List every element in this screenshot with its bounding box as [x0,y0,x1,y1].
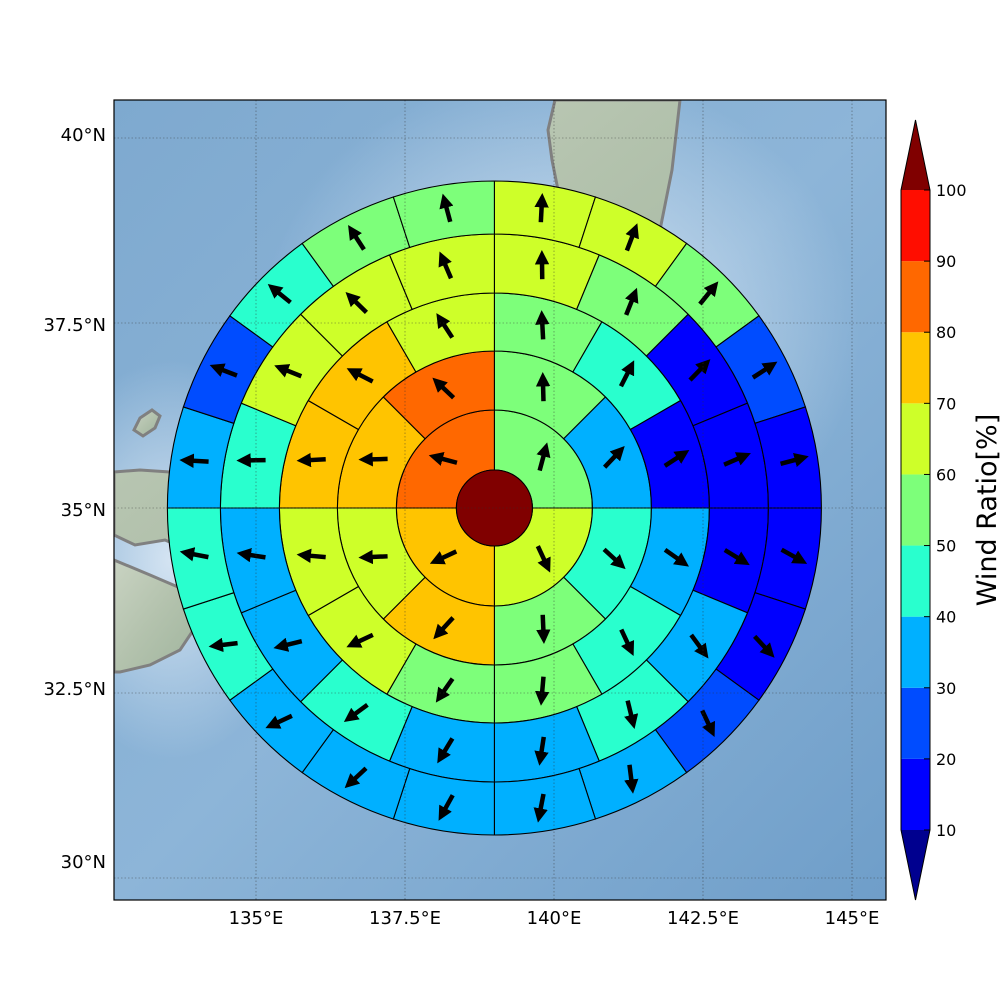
longitude-ticks: 135°E 137.5°E 140°E 142.5°E 145°E [229,908,880,929]
colorbar-bin [901,759,930,830]
lon-tick-label: 135°E [229,908,284,929]
lon-tick-label: 145°E [825,908,880,929]
wind-arrow [366,459,388,460]
wind-arrow [543,379,544,401]
wind-arrow [542,317,543,339]
wind-arrow [541,200,542,222]
colorbar-over-extension [901,120,930,190]
wind-arrow [629,765,632,787]
colorbar-tick-label: 90 [936,252,956,271]
lon-tick-label: 140°E [527,908,582,929]
wind-arrow [216,643,238,646]
lat-tick-label: 30°N [61,852,106,873]
colorbar-tick-label: 10 [936,821,956,840]
colorbar-tick-label: 80 [936,323,956,342]
latitude-ticks: 40°N 37.5°N 35°N 32.5°N 30°N [43,125,106,873]
colorbar-bin [901,190,930,261]
colorbar-tick-label: 40 [936,608,956,627]
colorbar-under-extension [901,830,930,900]
colorbar-bin [901,688,930,759]
wind-arrow [543,615,544,637]
wind-arrow [304,459,326,460]
colorbar-bin [901,332,930,403]
colorbar-tick-label: 30 [936,679,956,698]
lon-tick-label: 137.5°E [369,908,441,929]
colorbar-tick-label: 100 [936,181,967,200]
wind-arrow [187,460,209,461]
lat-tick-label: 37.5°N [43,315,106,336]
colorbar-tick-label: 50 [936,537,956,556]
colorbar-bin [901,403,930,474]
wind-arrow [542,677,544,699]
colorbar-tick-label: 20 [936,750,956,769]
colorbar-bin [901,617,930,688]
wind-arrow [304,555,326,557]
colorbar-label: Wind Ratio[%] [972,414,1000,606]
lon-tick-label: 142.5°E [667,908,739,929]
colorbar-bin [901,474,930,545]
colorbar-bin [901,261,930,332]
lat-tick-label: 35°N [61,500,106,521]
colorbar-tick-label: 70 [936,394,956,413]
colorbar: 10 20 30 40 50 60 70 80 90 100 [901,120,967,900]
colorbar-tick-label: 60 [936,465,956,484]
wind-arrow [366,556,388,557]
lat-tick-label: 32.5°N [43,679,106,700]
colorbar-bin [901,546,930,617]
lat-tick-label: 40°N [61,125,106,146]
